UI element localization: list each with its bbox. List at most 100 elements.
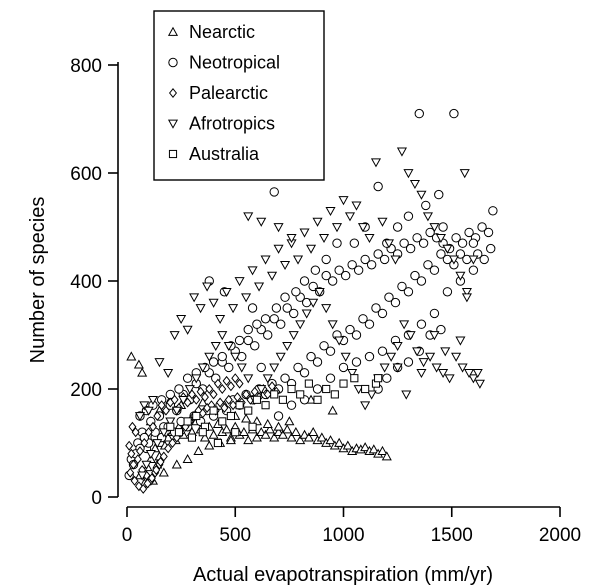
neotropical-point xyxy=(390,297,401,308)
australia-point xyxy=(244,406,253,415)
afrotropics-point xyxy=(308,298,319,308)
afrotropics-point xyxy=(254,282,265,292)
nearctic-point xyxy=(377,445,388,455)
y-tick-label: 0 xyxy=(91,488,102,509)
afrotropics-point xyxy=(256,385,267,395)
neotropical-point xyxy=(358,314,368,324)
afrotropics-point xyxy=(353,385,364,395)
neotropical-point xyxy=(321,270,331,281)
palearctic-point xyxy=(131,427,140,438)
afrotropics-point xyxy=(366,390,377,400)
y-axis-title: Number of species xyxy=(27,197,49,364)
neotropical-point xyxy=(252,319,262,329)
afrotropics-point xyxy=(204,352,215,362)
palearctic-point xyxy=(226,381,235,392)
australia-point xyxy=(218,417,227,426)
neotropical-point xyxy=(310,265,321,275)
neotropical-point xyxy=(416,276,427,286)
afrotropics-point xyxy=(429,331,440,341)
afrotropics-point xyxy=(141,460,152,470)
afrotropics-point xyxy=(221,287,232,298)
afrotropics-point xyxy=(392,363,403,373)
afrotropics-point xyxy=(403,169,414,179)
afrotropics-point xyxy=(461,287,472,298)
nearctic-point xyxy=(282,424,293,434)
australia-point xyxy=(270,390,279,399)
neotropical-point xyxy=(260,314,271,324)
australia-point xyxy=(339,379,348,388)
neotropical-point xyxy=(403,211,414,221)
palearctic-point xyxy=(263,389,272,400)
neotropical-point xyxy=(421,200,431,211)
palearctic-point xyxy=(152,464,161,476)
afrotropics-point xyxy=(241,293,252,303)
neotropical-point xyxy=(351,357,362,367)
nearctic-point xyxy=(260,429,271,439)
palearctic-point xyxy=(196,386,205,397)
afrotropics-point xyxy=(145,449,156,460)
palearctic-point xyxy=(216,397,225,408)
neotropical-point xyxy=(377,308,388,319)
neotropical-point xyxy=(405,243,416,254)
afrotropics-point xyxy=(312,217,323,227)
afrotropics-point xyxy=(455,336,466,346)
neotropical-point xyxy=(286,400,297,410)
neotropical-point xyxy=(174,384,184,394)
neotropical-point xyxy=(382,373,392,383)
neotropical-point xyxy=(208,357,219,367)
afrotropics-point xyxy=(440,347,451,357)
nearctic-point xyxy=(241,413,252,423)
afrotropics-point xyxy=(202,282,213,292)
neotropical-point xyxy=(371,303,381,313)
afrotropics-point xyxy=(223,341,234,352)
neotropical-point xyxy=(325,373,336,383)
palearctic-point xyxy=(213,378,222,389)
afrotropics-point xyxy=(292,255,304,265)
afrotropics-point xyxy=(184,385,195,395)
nearctic-point xyxy=(273,426,284,437)
palearctic-point xyxy=(130,475,139,486)
y-tick-label: 400 xyxy=(70,272,102,293)
australia-point xyxy=(231,428,240,437)
australia-point xyxy=(248,422,257,431)
palearctic-point xyxy=(144,427,153,438)
series-australia xyxy=(166,374,383,448)
legend-label: Nearctic xyxy=(189,22,255,42)
palearctic-point xyxy=(157,400,166,411)
afrotropics-point xyxy=(256,217,267,227)
neotropical-point xyxy=(410,270,420,281)
nearctic-point xyxy=(199,432,210,442)
afrotropics-point xyxy=(457,363,468,373)
neotropical-point xyxy=(243,324,253,335)
tick-labels: 0 200 400 600 800 0 500 1000 1500 2000 xyxy=(70,56,581,546)
neotropical-point xyxy=(334,265,344,275)
neotropical-point xyxy=(364,319,375,329)
neotropical-point xyxy=(293,362,303,373)
afrotropics-point xyxy=(468,374,479,384)
afrotropics-point xyxy=(208,298,219,308)
afrotropics-point xyxy=(273,223,284,233)
palearctic-point xyxy=(192,394,201,405)
australia-point xyxy=(361,384,370,394)
series-nearctic xyxy=(126,351,392,488)
afrotropics-point xyxy=(438,368,449,379)
nearctic-point xyxy=(221,424,232,434)
legend-item-palearctic: Palearctic xyxy=(168,83,268,103)
australia-point xyxy=(187,433,197,442)
neotropical-point xyxy=(468,238,479,248)
nearctic-point xyxy=(325,435,336,445)
australia-point xyxy=(166,422,175,431)
palearctic-point xyxy=(161,405,170,416)
legend-item-nearctic: Nearctic xyxy=(167,22,255,42)
nearctic-point xyxy=(269,432,280,442)
legend-marker-neotropical xyxy=(168,57,178,68)
nearctic-point xyxy=(193,445,204,455)
australia-point xyxy=(252,395,261,404)
australia-point xyxy=(209,406,218,415)
neotropical-point xyxy=(429,308,440,319)
afrotropics-point xyxy=(464,368,475,379)
legend-marker-australia xyxy=(168,149,178,159)
afrotropics-point xyxy=(147,395,159,406)
afrotropics-point xyxy=(273,244,284,254)
afrotropics-point xyxy=(230,352,241,362)
